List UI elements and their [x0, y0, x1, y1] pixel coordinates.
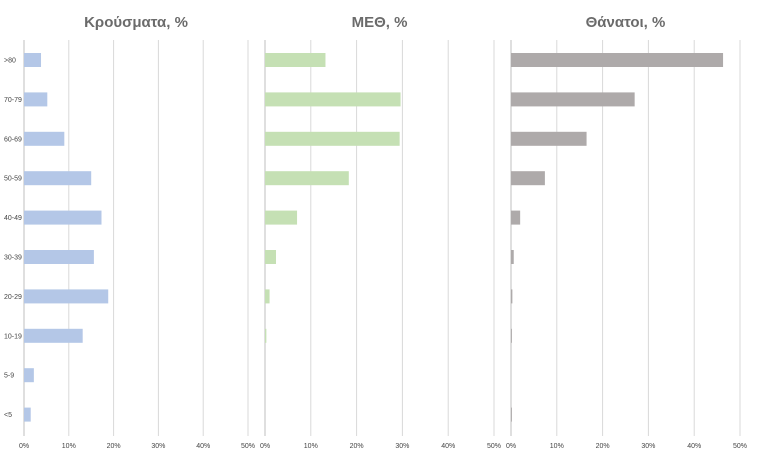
bar [511, 53, 724, 67]
bar [265, 289, 270, 304]
category-label: >80 [4, 58, 16, 65]
bar [265, 171, 349, 186]
category-label: 10-19 [4, 333, 22, 340]
x-tick-label: 0% [506, 443, 516, 450]
bar [24, 368, 34, 383]
chart-panel-3: Θάνατοι, % 0% 10% 20% 30% 40% 50% [506, 14, 747, 450]
x-tick-label: 40% [196, 443, 210, 450]
x-tick-label: 20% [107, 443, 121, 450]
chart-title: Κρούσματα, % [84, 14, 188, 31]
bar [511, 171, 545, 186]
chart-title: Θάνατοι, % [586, 14, 666, 31]
bar [24, 250, 94, 264]
bar [24, 328, 83, 343]
bar [24, 407, 31, 422]
x-tick-label: 0% [260, 443, 270, 450]
bar [265, 328, 267, 343]
chart-title: ΜΕΘ, % [352, 14, 408, 31]
bar [265, 92, 401, 107]
category-label: 30-39 [4, 255, 22, 262]
bar [24, 131, 65, 146]
x-tick-label: 10% [304, 443, 318, 450]
x-tick-label: 40% [441, 443, 455, 450]
bar [24, 210, 102, 225]
x-tick-label: 20% [350, 443, 364, 450]
bar [511, 92, 635, 107]
x-tick-label: 20% [596, 443, 610, 450]
bar [265, 53, 326, 67]
x-tick-label: 30% [151, 443, 165, 450]
bar [511, 328, 512, 343]
x-tick-label: 30% [641, 443, 655, 450]
x-tick-label: 50% [487, 443, 501, 450]
x-tick-label: 10% [62, 443, 76, 450]
x-tick-label: 50% [733, 443, 747, 450]
chart-panel-2: ΜΕΘ, % 0% 10% 20% 30% 40% 50% [260, 14, 501, 450]
x-tick-label: 40% [687, 443, 701, 450]
category-label: 20-29 [4, 294, 22, 301]
bar [24, 53, 42, 67]
bar [24, 171, 92, 186]
category-label: 50-59 [4, 176, 22, 183]
bar [511, 131, 587, 146]
x-tick-label: 0% [19, 443, 29, 450]
bar [24, 92, 48, 107]
bar [265, 210, 298, 225]
x-tick-label: 30% [395, 443, 409, 450]
category-label: <5 [4, 412, 12, 419]
bar [511, 289, 513, 304]
x-tick-label: 50% [241, 443, 255, 450]
bar [511, 250, 514, 264]
bar [511, 210, 521, 225]
chart-panel-1: Κρούσματα, % 0% 10% 20% 30% 40% 50% >80 70-79 60-… [4, 14, 255, 450]
bar [24, 289, 109, 304]
x-tick-label: 10% [550, 443, 564, 450]
bar [265, 250, 276, 264]
bar [265, 131, 400, 146]
category-label: 5-9 [4, 373, 14, 380]
bar [511, 407, 512, 422]
category-label: 60-69 [4, 136, 22, 143]
category-label: 70-79 [4, 97, 22, 104]
category-label: 40-49 [4, 215, 22, 222]
